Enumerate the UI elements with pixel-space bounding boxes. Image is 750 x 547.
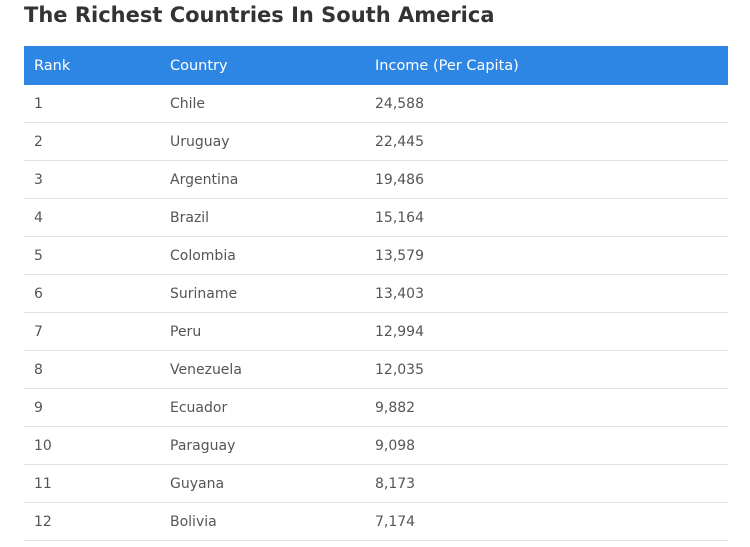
column-header-rank: Rank xyxy=(24,46,160,85)
rank-cell: 7 xyxy=(24,312,160,351)
income-cell: 19,486 xyxy=(365,160,728,199)
income-cell: 9,098 xyxy=(365,426,728,465)
country-cell: Uruguay xyxy=(160,122,365,161)
table-body: 1 Chile 24,588 2 Uruguay 22,445 3 Argent… xyxy=(24,85,728,541)
country-cell: Venezuela xyxy=(160,350,365,389)
table-row: 6 Suriname 13,403 xyxy=(24,274,728,313)
country-cell: Chile xyxy=(160,85,365,123)
country-cell: Peru xyxy=(160,312,365,351)
rank-cell: 6 xyxy=(24,274,160,313)
table-row: 8 Venezuela 12,035 xyxy=(24,350,728,389)
rank-cell: 11 xyxy=(24,464,160,503)
rank-cell: 4 xyxy=(24,198,160,237)
table-row: 4 Brazil 15,164 xyxy=(24,198,728,237)
rank-cell: 10 xyxy=(24,426,160,465)
income-cell: 7,174 xyxy=(365,502,728,541)
country-cell: Brazil xyxy=(160,198,365,237)
country-cell: Argentina xyxy=(160,160,365,199)
rank-cell: 5 xyxy=(24,236,160,275)
country-cell: Guyana xyxy=(160,464,365,503)
table-row: 2 Uruguay 22,445 xyxy=(24,122,728,161)
table-row: 5 Colombia 13,579 xyxy=(24,236,728,275)
rank-cell: 2 xyxy=(24,122,160,161)
rank-cell: 1 xyxy=(24,85,160,123)
income-cell: 15,164 xyxy=(365,198,728,237)
table-row: 3 Argentina 19,486 xyxy=(24,160,728,199)
table-row: 1 Chile 24,588 xyxy=(24,85,728,123)
table-row: 7 Peru 12,994 xyxy=(24,312,728,351)
income-cell: 13,579 xyxy=(365,236,728,275)
table-row: 9 Ecuador 9,882 xyxy=(24,388,728,427)
country-cell: Colombia xyxy=(160,236,365,275)
income-cell: 8,173 xyxy=(365,464,728,503)
table-row: 11 Guyana 8,173 xyxy=(24,464,728,503)
income-cell: 12,994 xyxy=(365,312,728,351)
country-cell: Ecuador xyxy=(160,388,365,427)
table-row: 12 Bolivia 7,174 xyxy=(24,502,728,541)
rank-cell: 8 xyxy=(24,350,160,389)
column-header-income: Income (Per Capita) xyxy=(365,46,728,85)
rank-cell: 12 xyxy=(24,502,160,541)
income-cell: 13,403 xyxy=(365,274,728,313)
income-cell: 12,035 xyxy=(365,350,728,389)
rank-cell: 3 xyxy=(24,160,160,199)
country-cell: Suriname xyxy=(160,274,365,313)
country-cell: Bolivia xyxy=(160,502,365,541)
rank-cell: 9 xyxy=(24,388,160,427)
page-title: The Richest Countries In South America xyxy=(24,3,495,27)
table-header: Rank Country Income (Per Capita) xyxy=(24,46,728,85)
column-header-country: Country xyxy=(160,46,365,85)
income-cell: 22,445 xyxy=(365,122,728,161)
table-row: 10 Paraguay 9,098 xyxy=(24,426,728,465)
data-table: Rank Country Income (Per Capita) 1 Chile… xyxy=(24,46,728,541)
income-cell: 9,882 xyxy=(365,388,728,427)
country-cell: Paraguay xyxy=(160,426,365,465)
header-row: Rank Country Income (Per Capita) xyxy=(24,46,728,85)
income-cell: 24,588 xyxy=(365,85,728,123)
